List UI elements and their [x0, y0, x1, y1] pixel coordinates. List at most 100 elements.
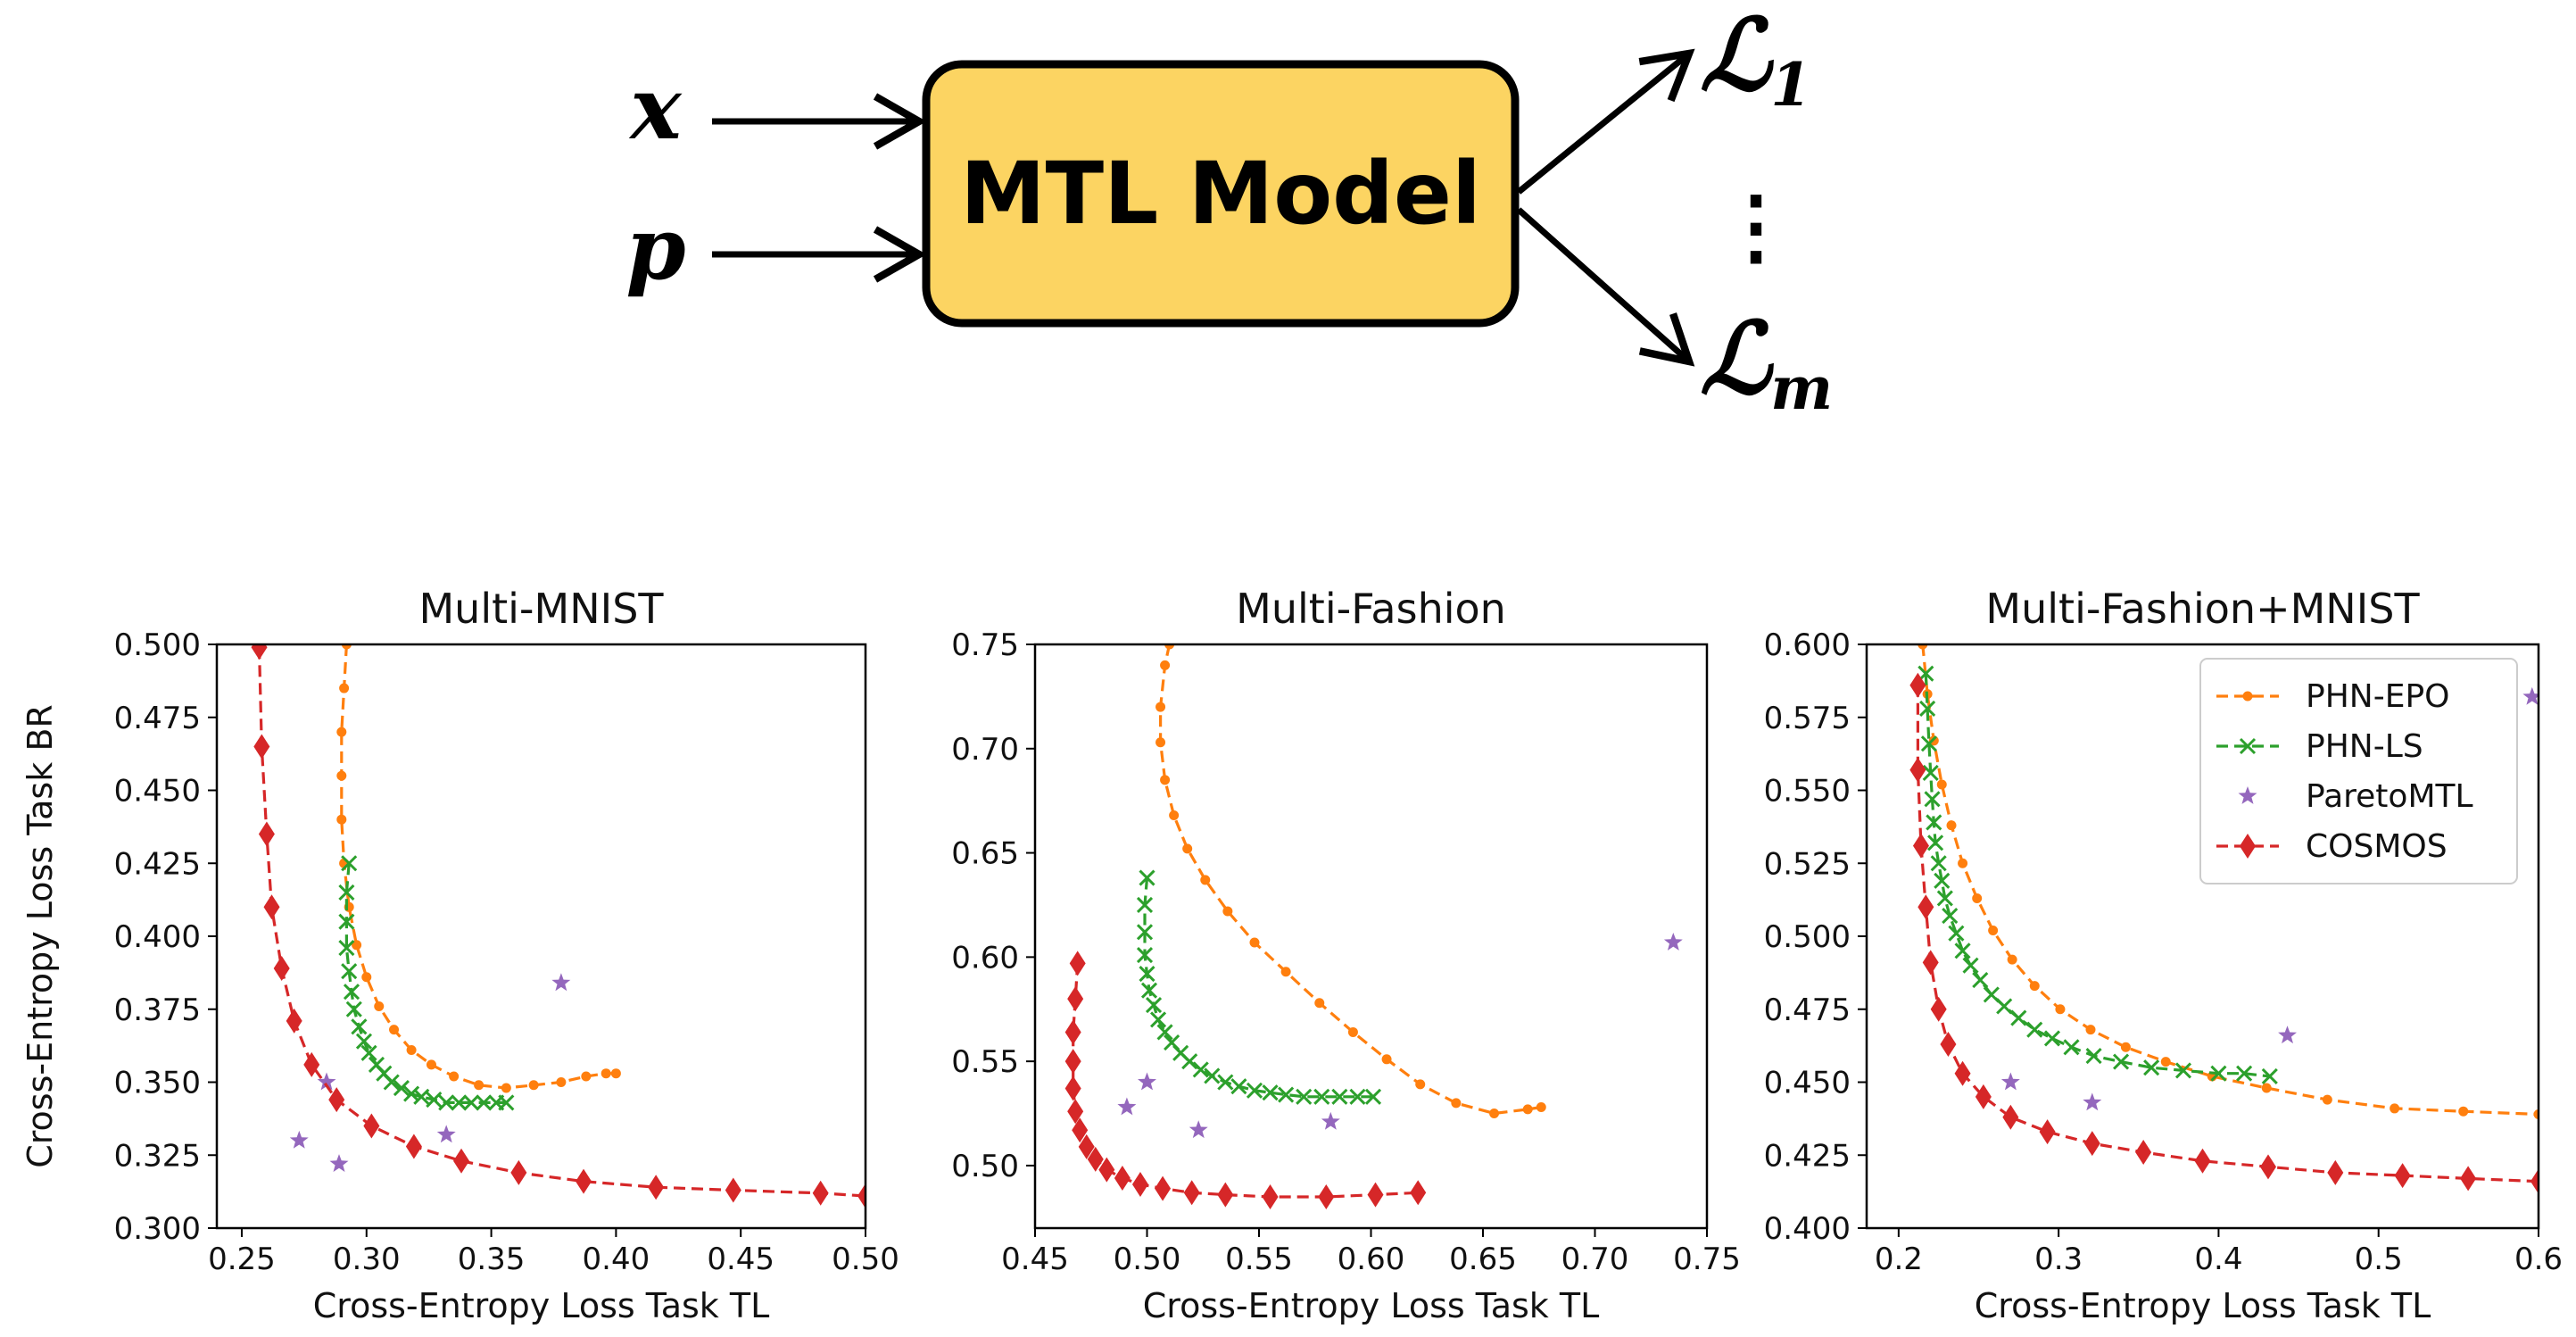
- point-phn-ls: [341, 855, 358, 872]
- point-phn-ls: [1927, 835, 1944, 851]
- point-phn-ls: [2174, 1062, 2192, 1079]
- point-paretomtl: [329, 1154, 349, 1172]
- point-phn-ls: [1936, 890, 1953, 907]
- series-paretomtl: [1117, 933, 1683, 1139]
- point-phn-epo: [339, 683, 350, 693]
- x-tick-label: 0.5: [2355, 1242, 2403, 1277]
- point-phn-ls: [341, 963, 358, 980]
- point-cosmos: [1912, 833, 1929, 859]
- point-phn-ls: [1136, 896, 1154, 914]
- y-tick-label: 0.500: [1764, 919, 1851, 955]
- point-phn-ls: [2085, 1048, 2102, 1065]
- point-cosmos: [1217, 1182, 1234, 1208]
- x-tick-label: 0.60: [1338, 1242, 1405, 1277]
- point-cosmos: [253, 734, 270, 760]
- point-paretomtl: [1138, 1072, 1156, 1091]
- point-phn-epo: [1536, 1102, 1546, 1113]
- point-phn-ls: [1139, 869, 1155, 886]
- chart-title: Multi-Fashion: [1236, 585, 1506, 633]
- point-phn-ls: [2043, 1030, 2061, 1047]
- point-phn-ls: [338, 913, 355, 930]
- point-phn-epo: [1972, 893, 1983, 903]
- point-phn-ls: [1140, 982, 1158, 999]
- x-axis-label: Cross-Entropy Loss Task TL: [1975, 1286, 2431, 1325]
- point-phn-ls: [1192, 1061, 1209, 1078]
- point-phn-epo: [2055, 1004, 2066, 1015]
- point-paretomtl: [551, 973, 571, 992]
- point-phn-epo: [610, 1068, 621, 1079]
- point-phn-ls: [2236, 1065, 2253, 1082]
- y-tick-label: 0.475: [114, 701, 201, 736]
- series-paretomtl: [289, 973, 571, 1172]
- point-phn-epo: [474, 1080, 485, 1091]
- point-phn-epo: [1314, 998, 1325, 1009]
- point-phn-epo: [2261, 1083, 2272, 1093]
- point-cosmos: [1318, 1183, 1335, 1209]
- point-cosmos: [1078, 1134, 1095, 1159]
- chart-panels: Multi-MNIST 0.25 0.30 0.35 0.40 0.45 0.50 0.300…: [21, 585, 2563, 1325]
- point-phn-ls: [351, 1018, 368, 1035]
- point-cosmos: [1067, 986, 1084, 1012]
- point-phn-epo: [406, 1045, 417, 1056]
- point-cosmos: [1087, 1146, 1104, 1172]
- y-tick-label: 0.550: [1764, 774, 1851, 810]
- x-tick-label: 0.6: [2514, 1242, 2563, 1277]
- point-cosmos: [725, 1177, 741, 1203]
- legend-marker: [2240, 834, 2256, 859]
- plot-area: [1909, 644, 2539, 1194]
- point-phn-ls: [1349, 1088, 1366, 1105]
- point-phn-epo: [1160, 775, 1171, 785]
- output-loss-1-symbol: ℒ1: [1700, 0, 1811, 120]
- point-phn-ls: [1996, 998, 2013, 1015]
- series-cosmos: [1909, 672, 2539, 1194]
- chart-panel-2: Multi-Fashion 0.45 0.50 0.55 0.60 0.65 0.70 0.7…: [951, 585, 1741, 1325]
- y-tick-label: 0.375: [114, 992, 201, 1028]
- point-phn-ls: [1331, 1088, 1348, 1105]
- point-phn-epo: [1169, 810, 1180, 821]
- axes-frame: [215, 643, 867, 1230]
- y-tick-label: 0.425: [114, 846, 201, 882]
- point-phn-epo: [2458, 1106, 2469, 1117]
- point-phn-epo: [2533, 1109, 2539, 1119]
- input-x-label: x: [628, 58, 683, 159]
- y-tick-label: 0.450: [1764, 1066, 1851, 1101]
- point-phn-epo: [1988, 925, 1999, 935]
- point-phn-ls: [338, 884, 355, 901]
- point-cosmos: [2135, 1139, 2152, 1165]
- y-axis-label: Cross-Entropy Loss Task BR: [21, 704, 60, 1168]
- y-tick-label: 0.75: [951, 627, 1019, 663]
- point-phn-ls: [498, 1094, 515, 1111]
- point-phn-epo: [1249, 937, 1260, 948]
- point-cosmos: [1922, 950, 1939, 976]
- point-phn-epo: [2029, 981, 2040, 992]
- point-phn-epo: [1222, 906, 1233, 917]
- point-phn-epo: [1451, 1098, 1462, 1109]
- point-phn-ls: [1217, 1074, 1234, 1091]
- x-tick-label: 0.70: [1561, 1242, 1629, 1277]
- point-cosmos: [453, 1148, 470, 1174]
- point-paretomtl: [2000, 1072, 2020, 1091]
- point-paretomtl: [1117, 1097, 1137, 1116]
- point-phn-ls: [1983, 986, 2000, 1003]
- y-tick-label: 0.60: [951, 940, 1019, 976]
- series-phn-ls: [1136, 869, 1382, 1105]
- ellipsis-icon: ⋮: [1715, 178, 1797, 274]
- y-tick-label: 0.525: [1764, 846, 1851, 882]
- y-tick-label: 0.65: [951, 836, 1019, 872]
- point-phn-ls: [355, 1033, 373, 1050]
- point-phn-epo: [1946, 820, 1957, 831]
- point-cosmos: [812, 1180, 829, 1206]
- point-phn-ls: [476, 1094, 493, 1111]
- point-phn-ls: [1149, 1011, 1167, 1028]
- point-phn-ls: [1919, 700, 1936, 718]
- point-phn-ls: [1942, 908, 1959, 925]
- y-tick-label: 0.425: [1764, 1138, 1851, 1174]
- point-phn-epo: [2390, 1103, 2400, 1114]
- x-tick-label: 0.35: [458, 1242, 526, 1277]
- point-phn-epo: [1415, 1079, 1426, 1090]
- output-1-arrow: [1516, 48, 1695, 195]
- point-cosmos: [1940, 1031, 1957, 1057]
- legend-label: COSMOS: [2306, 828, 2448, 865]
- point-phn-ls: [1278, 1086, 1295, 1103]
